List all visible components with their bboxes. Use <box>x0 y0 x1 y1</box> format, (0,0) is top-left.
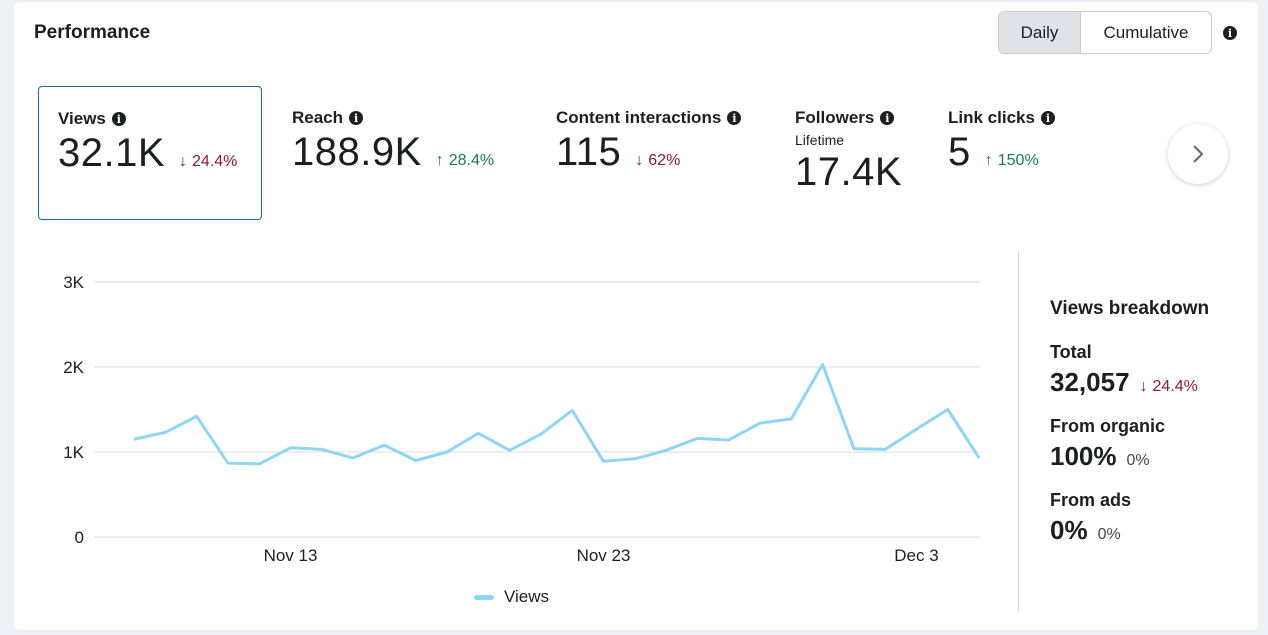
performance-card: Performance Daily Cumulative i Views i 3… <box>14 2 1258 630</box>
metric-delta: ↑ 28.4% <box>435 152 495 169</box>
arrow-up-icon: ↑ <box>984 152 993 169</box>
legend-label: Views <box>504 587 549 606</box>
cumulative-button[interactable]: Cumulative <box>1103 22 1189 42</box>
info-icon[interactable]: i <box>880 111 895 125</box>
next-metrics-button[interactable] <box>1168 124 1228 184</box>
metric-value: 188.9K <box>292 130 422 174</box>
breakdown-label: Total <box>1050 342 1092 362</box>
chevron-right-icon <box>1193 145 1204 163</box>
data-point[interactable] <box>222 457 234 469</box>
data-point[interactable] <box>723 434 735 446</box>
data-point[interactable] <box>660 444 672 456</box>
y-tick-label: 3K <box>63 273 84 292</box>
x-tick-label: Nov 23 <box>577 546 631 565</box>
x-tick-label: Nov 13 <box>264 546 318 565</box>
data-point[interactable] <box>316 443 328 455</box>
data-point[interactable] <box>191 410 203 422</box>
metric-label: Link clicks <box>948 108 1035 127</box>
metric-reach[interactable]: Reach i 188.9K ↑ 28.4% <box>273 86 523 220</box>
data-point[interactable] <box>441 446 453 458</box>
data-point[interactable] <box>848 443 860 455</box>
info-icon[interactable]: i <box>1223 26 1237 40</box>
y-tick-label: 1K <box>63 443 84 462</box>
arrow-down-icon: ↓ <box>1139 378 1148 395</box>
y-tick-label: 0 <box>75 528 84 547</box>
metric-link-clicks[interactable]: Link clicks i 5 ↑ 150% <box>929 86 1079 220</box>
metric-delta: ↑ 150% <box>984 152 1039 169</box>
data-point[interactable] <box>629 453 641 465</box>
info-icon[interactable]: i <box>1040 111 1055 125</box>
metric-value: 115 <box>556 130 622 174</box>
metric-value: 32.1K <box>58 131 166 175</box>
metric-label: Followers <box>795 108 875 127</box>
metric-content-interactions[interactable]: Content interactions i 115 ↓ 62% <box>537 86 767 220</box>
info-icon[interactable]: i <box>349 111 364 125</box>
views-line-chart: 0 1K 2K 3K Nov 13 Nov 23 Dec 3 Views <box>63 273 985 606</box>
data-point[interactable] <box>253 458 265 470</box>
info-icon[interactable]: i <box>727 111 742 125</box>
breakdown-value: 0% <box>1050 515 1088 545</box>
breakdown-value: 100% <box>1050 441 1117 471</box>
metric-followers[interactable]: Followers i Lifetime 17.4K <box>776 86 916 220</box>
metric-sublabel: Lifetime <box>795 132 845 148</box>
data-point[interactable] <box>817 358 829 370</box>
arrow-up-icon: ↑ <box>435 152 444 169</box>
breakdown-ads: From ads 0% 0% <box>1050 490 1250 546</box>
data-point[interactable] <box>347 452 359 464</box>
data-point[interactable] <box>879 443 891 455</box>
arrow-down-icon: ↓ <box>179 153 188 170</box>
breakdown-value: 32,057 <box>1050 367 1130 397</box>
metric-delta: ↓ 62% <box>635 152 681 169</box>
legend-swatch <box>474 595 494 600</box>
page-title: Performance <box>34 22 151 43</box>
metric-value: 17.4K <box>795 150 903 194</box>
data-point[interactable] <box>410 455 422 467</box>
arrow-down-icon: ↓ <box>635 152 644 169</box>
info-icon[interactable]: i <box>111 112 126 126</box>
data-point[interactable] <box>785 413 797 425</box>
data-point[interactable] <box>128 433 140 445</box>
data-point[interactable] <box>285 442 297 454</box>
data-point[interactable] <box>973 452 985 464</box>
breakdown-label: From ads <box>1050 490 1132 510</box>
data-point[interactable] <box>566 404 578 416</box>
data-point[interactable] <box>691 432 703 444</box>
views-breakdown: Views breakdown Total 32,057 ↓ 24.4% From… <box>1050 298 1250 564</box>
y-tick-label: 2K <box>63 358 84 377</box>
metric-views[interactable]: Views i 32.1K ↓ 24.4% <box>38 86 262 220</box>
data-point[interactable] <box>504 444 516 456</box>
series-line-views <box>133 363 981 466</box>
breakdown-delta: ↓ 24.4% <box>1139 378 1198 395</box>
view-mode-toggle: Daily Cumulative <box>998 11 1212 54</box>
breakdown-title: Views breakdown <box>1050 298 1210 319</box>
data-point[interactable] <box>378 439 390 451</box>
divider <box>1018 250 1019 612</box>
metric-label: Reach <box>292 108 344 127</box>
data-point[interactable] <box>942 404 954 416</box>
data-point[interactable] <box>754 417 766 429</box>
metric-delta: ↓ 24.4% <box>179 153 238 170</box>
metric-label: Views <box>58 109 106 128</box>
breakdown-label: From organic <box>1050 416 1166 436</box>
breakdown-organic: From organic 100% 0% <box>1050 416 1250 472</box>
breakdown-delta: 0% <box>1126 452 1150 469</box>
metric-label: Content interactions <box>556 108 722 127</box>
daily-button[interactable]: Daily <box>999 12 1081 53</box>
chart-legend: Views <box>474 587 549 606</box>
breakdown-delta: 0% <box>1097 526 1121 543</box>
data-point[interactable] <box>911 423 923 435</box>
breakdown-total: Total 32,057 ↓ 24.4% <box>1050 342 1250 398</box>
data-point[interactable] <box>598 455 610 467</box>
x-tick-label: Dec 3 <box>894 546 938 565</box>
data-point[interactable] <box>159 426 171 438</box>
data-point[interactable] <box>472 427 484 439</box>
metric-value: 5 <box>948 130 971 174</box>
data-point[interactable] <box>535 428 547 440</box>
